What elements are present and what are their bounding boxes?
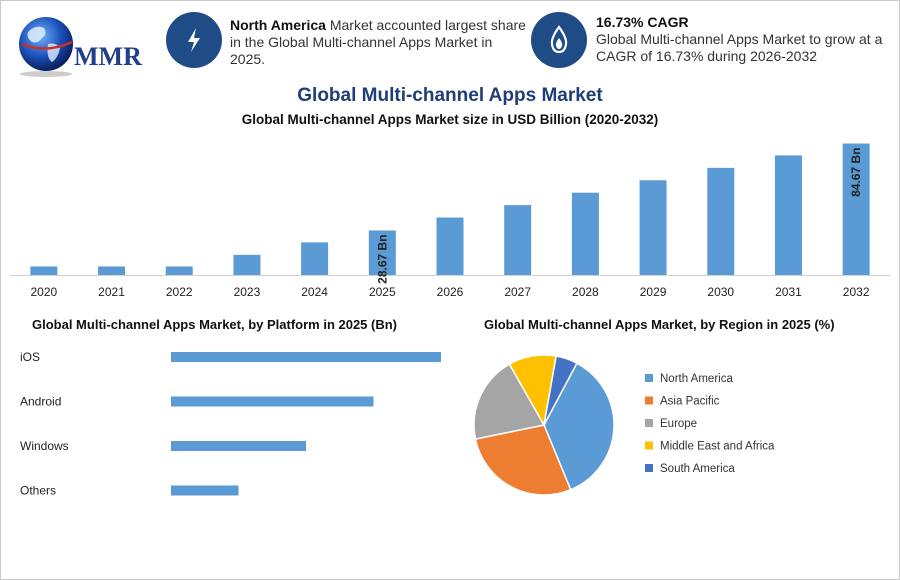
legend-swatch [645,441,653,450]
x-tick-label: 2030 [707,285,734,299]
bar-2020 [30,266,58,275]
market-size-bar-chart: 2020 2021 2022 2023 2024 2025 28.67 Bn 2026 2027… [10,143,890,299]
platform-label: Windows [20,439,69,453]
bar-2030 [707,167,735,275]
x-tick-label: 2032 [843,285,870,299]
platform-label: Others [20,484,56,498]
x-tick-label: 2026 [437,285,464,299]
bar-2022 [165,266,193,275]
platform-label: iOS [20,350,40,364]
bar-2026 [436,217,464,275]
bar-2028 [571,192,599,275]
region-chart-title: Global Multi-channel Apps Market, by Reg… [484,317,835,332]
bar-data-label: 84.67 Bn [849,148,863,197]
bar-chart-title: Global Multi-channel Apps Market size in… [241,112,659,127]
pie-slice-south-america [543,355,578,426]
bar-2023 [233,254,261,275]
x-tick-label: 2023 [234,285,261,299]
x-tick-label: 2021 [98,285,125,299]
legend-label: Middle East and Africa [660,441,775,453]
platform-bar-ios [171,352,441,362]
legend-label: Europe [660,418,697,430]
globe-icon [19,17,73,77]
x-tick-label: 2020 [30,285,57,299]
logo-text: MMR [74,42,142,71]
info-left-bold: North America [230,17,326,33]
x-tick-label: 2024 [301,285,328,299]
legend-label: North America [660,373,733,385]
platform-bar-windows [171,441,306,451]
pie-slice-north-america [543,362,615,491]
legend-swatch [645,396,653,405]
x-tick-label: 2029 [640,285,667,299]
info-cagr: 16.73% CAGR Global Multi-channel Apps Ma… [596,14,892,65]
legend-swatch [645,464,653,472]
legend-label: Asia Pacific [660,396,720,408]
pie-slice-europe [473,363,546,440]
bar-2024 [301,242,329,275]
bar-2032 [842,143,870,275]
main-title: Global Multi-channel Apps Market [297,85,603,106]
bar-2031 [774,155,802,275]
x-tick-label: 2027 [504,285,531,299]
x-tick-label: 2022 [166,285,193,299]
info-right-bold: 16.73% CAGR [596,14,689,30]
info-left-text: Market accounted largest share in the Gl… [230,17,526,67]
legend-label: South America [660,463,735,475]
platform-bar-others [171,485,239,496]
bar-2025 [368,230,396,275]
lightning-icon-badge [166,12,222,68]
x-tick-label: 2028 [572,285,599,299]
bar-2021 [98,266,126,275]
bar-2029 [639,180,667,275]
x-tick-label: 2025 [369,285,396,299]
info-right-text: Global Multi-channel Apps Market to grow… [596,31,883,64]
droplet-flame-icon [550,25,568,54]
mmr-logo: MMR [14,14,144,78]
legend-swatch [645,374,653,382]
bar-2027 [504,205,532,275]
platform-bar-android [171,396,374,407]
bar-data-label: 28.67 Bn [375,234,389,283]
cagr-icon-badge [531,12,587,68]
pie-slice-asia-pacific [474,424,572,496]
info-north-america: North America Market accounted largest s… [230,17,530,68]
platform-chart-title: Global Multi-channel Apps Market, by Pla… [32,317,398,332]
legend-swatch [645,419,653,427]
lightning-icon [188,28,200,52]
platform-label: Android [20,395,61,409]
x-tick-label: 2031 [775,285,802,299]
